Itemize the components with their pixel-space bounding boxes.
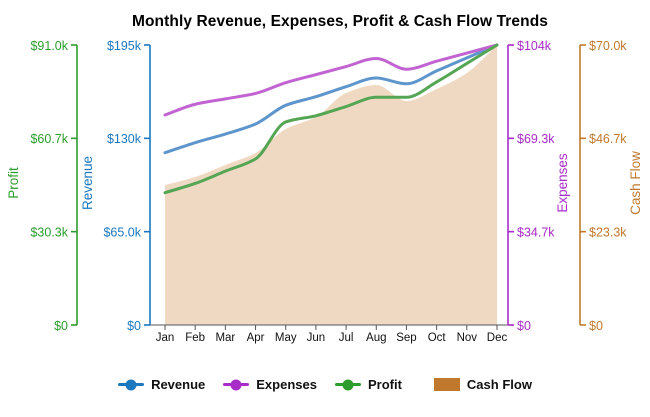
profit-tick-label: $91.0k (30, 39, 68, 53)
profit-line (163, 43, 499, 195)
expenses-tick-label: $34.7k (517, 225, 555, 239)
expenses-axis-title: Expenses (555, 153, 570, 213)
chart-title: Monthly Revenue, Expenses, Profit & Cash… (131, 13, 549, 30)
legend-item-profit[interactable]: Profit (334, 377, 402, 392)
revenue-tick-label: $130k (107, 132, 142, 146)
x-tick-label: Aug (366, 332, 386, 344)
expenses-tick-label: $0 (517, 319, 531, 333)
plot-area: Jan Feb Mar Apr May Jun Jul Aug Sep Oct Nov Dec $0 $3… (6, 39, 643, 344)
revenue-legend-dot-icon (125, 379, 137, 390)
x-tick-label: Oct (428, 332, 447, 344)
cashflow-axis-title: Cash Flow (628, 151, 643, 215)
legend-item-expenses[interactable]: Expenses (223, 377, 317, 392)
axis-cashflow: $0 $23.3k $46.7k $70.0k Cash Flow (579, 39, 643, 333)
expenses-legend-dot-icon (230, 379, 242, 390)
profit-tick-label: $30.3k (30, 225, 68, 239)
expenses-legend-marker-icon (223, 379, 250, 390)
revenue-legend-marker-icon (118, 379, 145, 390)
expenses-tick-label: $69.3k (517, 132, 555, 146)
x-axis: Jan Feb Mar Apr May Jun Jul Aug Sep Oct Nov Dec (150, 324, 508, 344)
x-tick-label: Jul (339, 332, 354, 344)
x-tick-label: Jun (307, 332, 326, 344)
profit-axis-title: Profit (6, 167, 21, 199)
legend-label-revenue: Revenue (151, 377, 206, 392)
revenue-line (163, 43, 499, 155)
revenue-axis-title: Revenue (80, 156, 95, 210)
cashflow-area (165, 45, 497, 325)
profit-legend-marker-icon (334, 379, 361, 390)
expenses-line (163, 43, 499, 117)
legend-label-profit: Profit (367, 377, 402, 392)
legend: Revenue Expenses Profit Cash Flow (0, 377, 650, 392)
axis-revenue: $0 $65.0k $130k $195k Revenue (80, 39, 151, 333)
x-tick-label: Jan (156, 332, 175, 344)
x-tick-label: Feb (185, 332, 205, 344)
revenue-tick-label: $65.0k (103, 225, 141, 239)
axis-profit: $0 $30.3k $60.7k $91.0k Profit (6, 39, 78, 333)
x-tick-label: Mar (215, 332, 235, 344)
x-tick-label: May (275, 332, 297, 344)
cashflow-tick-label: $23.3k (589, 225, 627, 239)
legend-label-expenses: Expenses (256, 377, 317, 392)
x-tick-label: Dec (487, 332, 508, 344)
x-tick-label: Apr (247, 332, 265, 344)
axis-expenses: $0 $34.7k $69.3k $104k Expenses (507, 39, 570, 333)
profit-legend-dot-icon (342, 379, 354, 390)
cashflow-tick-label: $0 (589, 319, 603, 333)
profit-tick-label: $0 (54, 319, 68, 333)
x-tick-label: Sep (396, 332, 416, 344)
revenue-tick-label: $0 (127, 319, 141, 333)
revenue-tick-label: $195k (107, 39, 142, 53)
cashflow-tick-label: $46.7k (589, 132, 627, 146)
legend-item-cashflow[interactable]: Cash Flow (433, 377, 532, 392)
legend-label-cashflow: Cash Flow (466, 377, 532, 392)
expenses-tick-label: $104k (517, 39, 552, 53)
cashflow-tick-label: $70.0k (589, 39, 627, 53)
profit-tick-label: $60.7k (30, 132, 68, 146)
cashflow-legend-swatch-icon (433, 378, 460, 391)
legend-item-revenue[interactable]: Revenue (118, 377, 205, 392)
x-tick-label: Nov (457, 332, 478, 344)
